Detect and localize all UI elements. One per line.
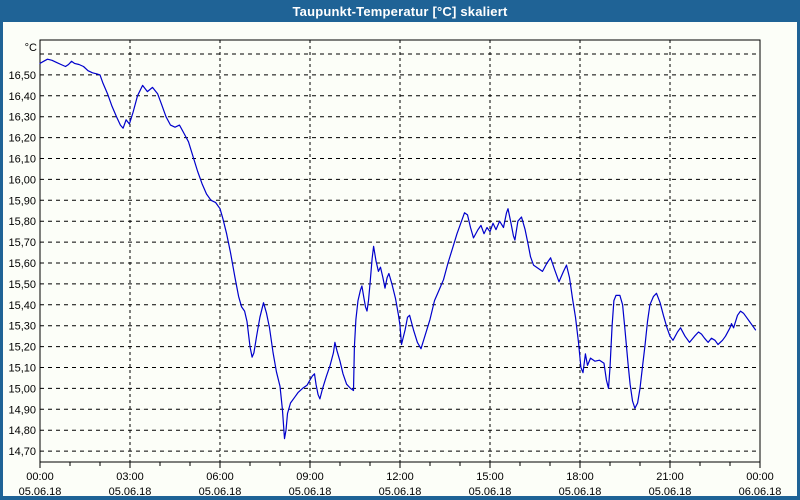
svg-text:15,70: 15,70 bbox=[8, 237, 36, 249]
svg-text:06:00: 06:00 bbox=[206, 471, 234, 483]
svg-text:05.06.18: 05.06.18 bbox=[469, 486, 512, 498]
gridlines bbox=[40, 40, 760, 462]
svg-text:05.06.18: 05.06.18 bbox=[109, 486, 152, 498]
svg-text:16,30: 16,30 bbox=[8, 112, 36, 124]
svg-text:09:00: 09:00 bbox=[296, 471, 324, 483]
svg-text:12:00: 12:00 bbox=[386, 471, 414, 483]
svg-text:05.06.18: 05.06.18 bbox=[559, 486, 602, 498]
svg-text:03:00: 03:00 bbox=[116, 471, 144, 483]
svg-text:16,20: 16,20 bbox=[8, 133, 36, 145]
svg-text:15,30: 15,30 bbox=[8, 321, 36, 333]
svg-text:16,50: 16,50 bbox=[8, 70, 36, 82]
svg-text:14,80: 14,80 bbox=[8, 425, 36, 437]
svg-text:15,80: 15,80 bbox=[8, 216, 36, 228]
svg-text:05.06.18: 05.06.18 bbox=[19, 486, 62, 498]
title-bar: Taupunkt-Temperatur [°C] skaliert bbox=[0, 0, 800, 22]
svg-text:15,10: 15,10 bbox=[8, 363, 36, 375]
svg-text:15,20: 15,20 bbox=[8, 342, 36, 354]
svg-text:05.06.18: 05.06.18 bbox=[289, 486, 332, 498]
svg-text:14,90: 14,90 bbox=[8, 404, 36, 416]
svg-text:15:00: 15:00 bbox=[476, 471, 504, 483]
chart-title: Taupunkt-Temperatur [°C] skaliert bbox=[292, 3, 508, 19]
svg-text:14,70: 14,70 bbox=[8, 446, 36, 458]
svg-text:16,40: 16,40 bbox=[8, 91, 36, 103]
svg-text:15,40: 15,40 bbox=[8, 300, 36, 312]
svg-text:21:00: 21:00 bbox=[656, 471, 684, 483]
y-axis-labels: 16,50 16,40 16,30 16,20 16,10 16,00 15,90 15,80… bbox=[8, 42, 37, 458]
svg-text:15,00: 15,00 bbox=[8, 383, 36, 395]
svg-text:00:00: 00:00 bbox=[26, 471, 54, 483]
x-axis-labels: 00:00 05.06.18 03:00 05.06.18 06:00 05.06.18 0… bbox=[19, 471, 782, 498]
svg-text:00:00: 00:00 bbox=[746, 471, 774, 483]
svg-text:05.06.18: 05.06.18 bbox=[379, 486, 422, 498]
axes bbox=[39, 39, 761, 468]
svg-text:16,00: 16,00 bbox=[8, 174, 36, 186]
series-line bbox=[39, 58, 757, 440]
svg-text:16,10: 16,10 bbox=[8, 154, 36, 166]
svg-text:05.06.18: 05.06.18 bbox=[199, 486, 242, 498]
svg-text:15,60: 15,60 bbox=[8, 258, 36, 270]
svg-text:15,50: 15,50 bbox=[8, 279, 36, 291]
y-unit-label: °C bbox=[25, 42, 37, 54]
window-border-right bbox=[797, 22, 800, 500]
svg-text:18:00: 18:00 bbox=[566, 471, 594, 483]
svg-text:05.06.18: 05.06.18 bbox=[649, 486, 692, 498]
window-border-left bbox=[0, 22, 3, 500]
window-border-bottom bbox=[0, 496, 800, 500]
svg-text:06.06.18: 06.06.18 bbox=[739, 486, 782, 498]
svg-text:15,90: 15,90 bbox=[8, 195, 36, 207]
